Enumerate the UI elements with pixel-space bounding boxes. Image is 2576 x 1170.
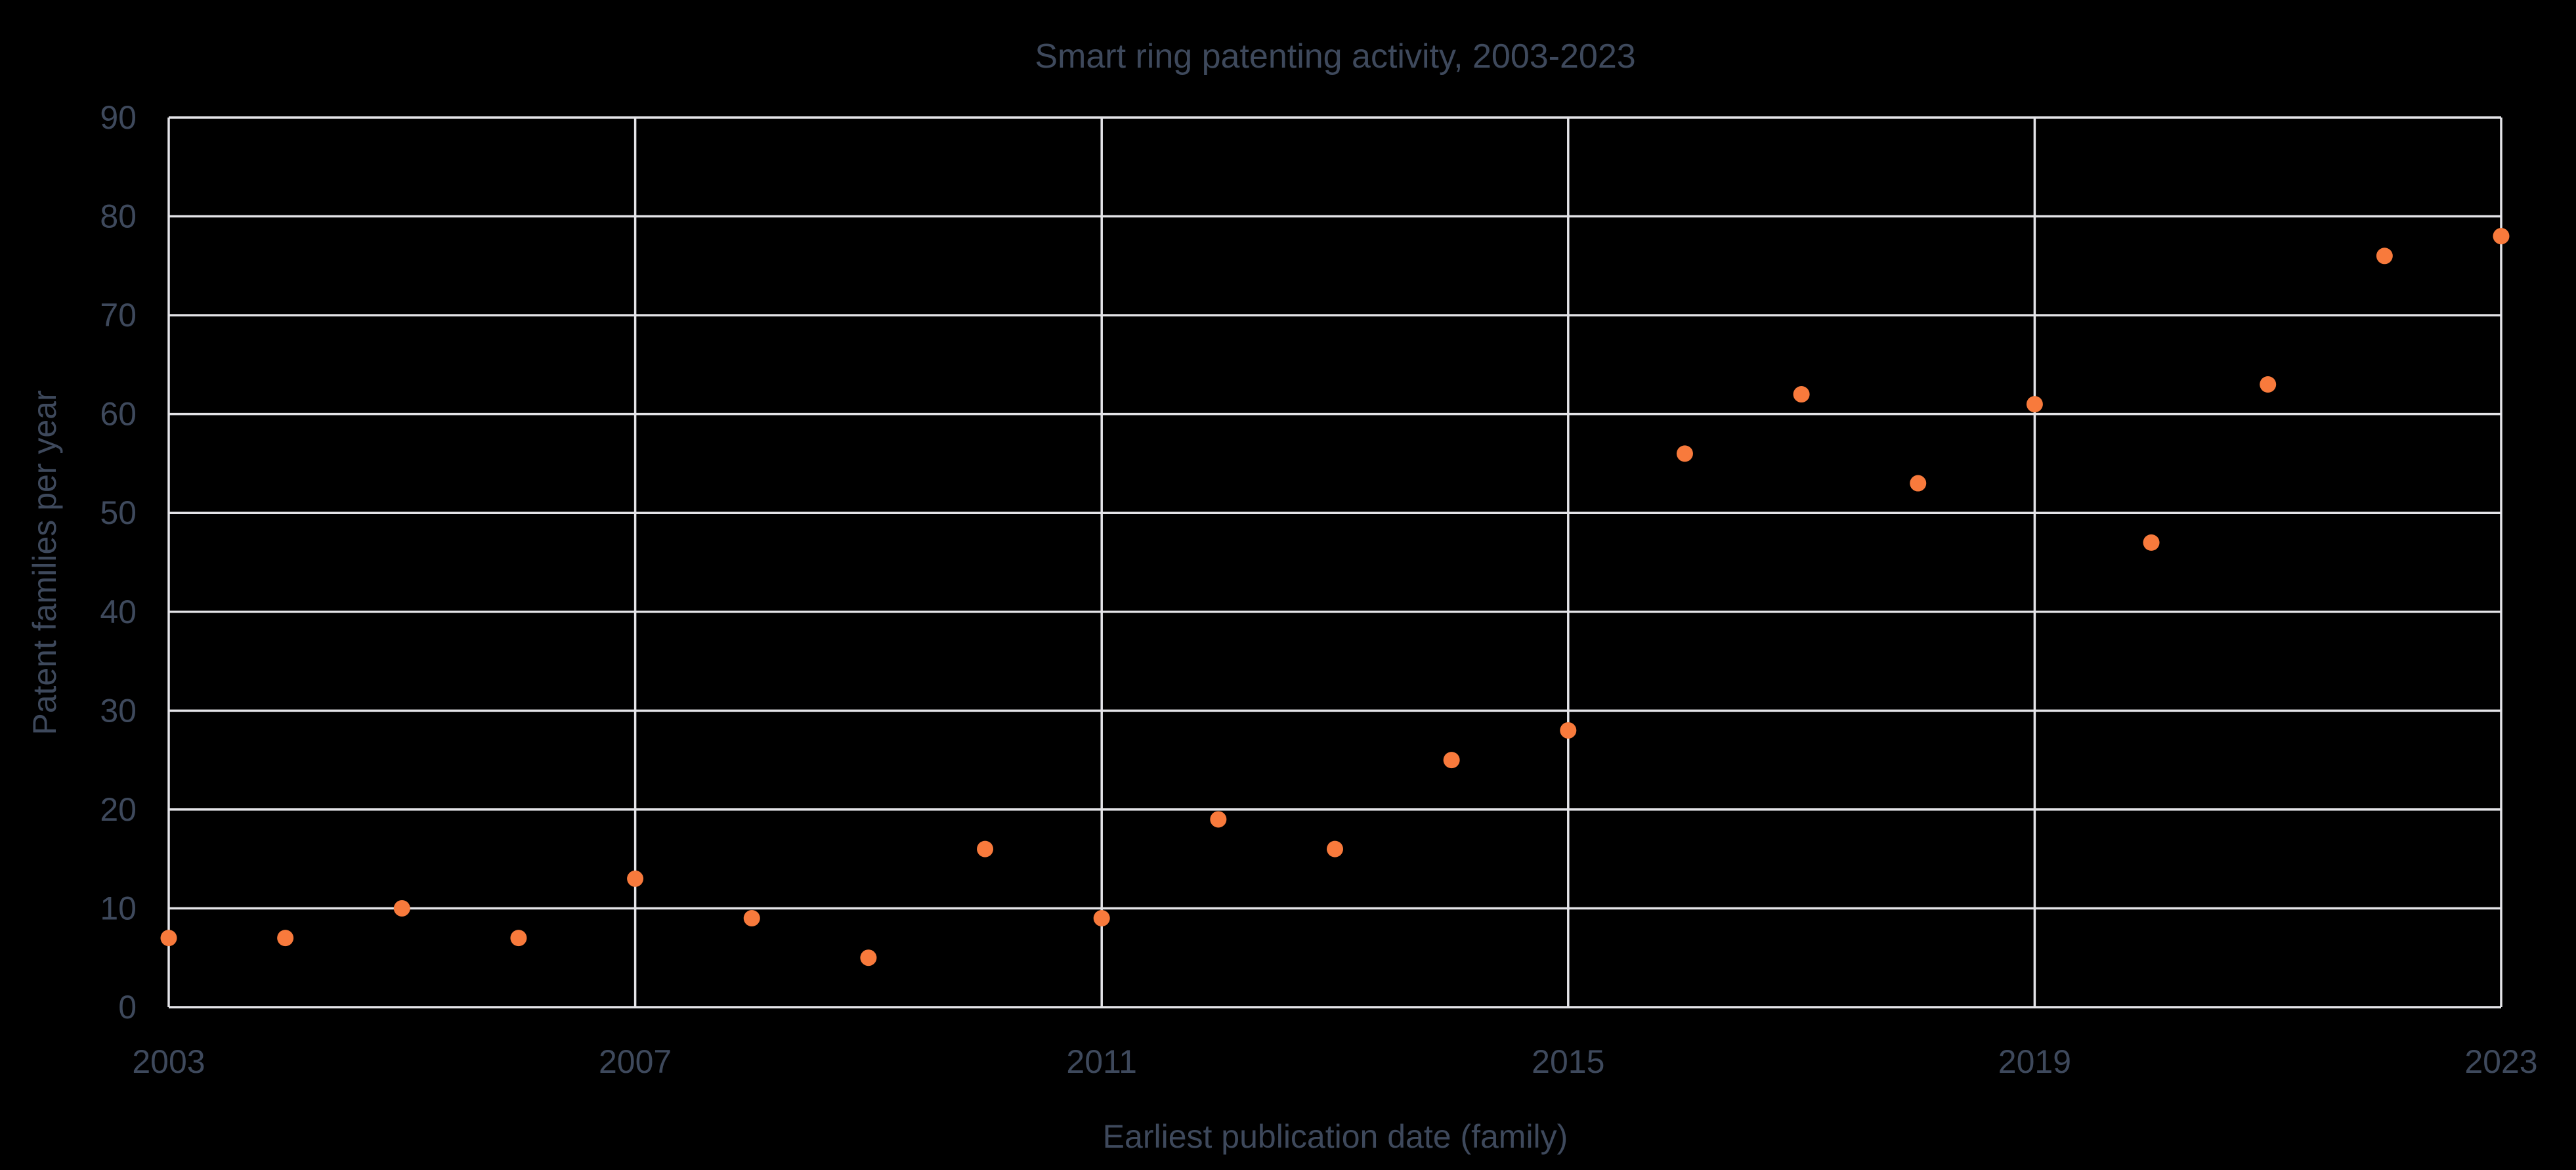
data-point[interactable] <box>2143 534 2160 551</box>
y-tick-label: 90 <box>100 99 137 136</box>
y-axis-tick-labels: 0 10 20 30 40 50 60 70 80 90 <box>100 99 137 1026</box>
x-axis-title: Earliest publication date (family) <box>1103 1118 1568 1155</box>
data-point[interactable] <box>2493 228 2510 245</box>
data-point[interactable] <box>1910 475 1927 492</box>
y-tick-label: 0 <box>118 989 137 1026</box>
x-axis-tick-labels: 2003 2007 2011 2015 2019 2023 <box>132 1043 2537 1080</box>
data-point[interactable] <box>160 930 177 947</box>
y-tick-label: 50 <box>100 494 137 531</box>
data-point[interactable] <box>1560 722 1577 739</box>
y-axis-title: Patent families per year <box>26 390 63 735</box>
vertical-gridlines <box>167 118 2502 1007</box>
data-point[interactable] <box>393 899 410 917</box>
data-point[interactable] <box>2026 396 2043 413</box>
data-point[interactable] <box>277 930 294 947</box>
y-tick-label: 30 <box>100 692 137 729</box>
data-point[interactable] <box>977 840 994 857</box>
chart-title: Smart ring patenting activity, 2003-2023 <box>1035 37 1635 76</box>
data-point[interactable] <box>627 870 644 887</box>
x-tick-label: 2023 <box>2464 1043 2537 1080</box>
y-tick-label: 60 <box>100 396 137 433</box>
x-tick-label: 2007 <box>599 1043 672 1080</box>
data-point[interactable] <box>2260 376 2277 393</box>
y-tick-label: 40 <box>100 594 137 630</box>
data-point[interactable] <box>1443 752 1460 769</box>
data-point[interactable] <box>1093 910 1110 926</box>
data-point[interactable] <box>1327 840 1343 857</box>
data-point[interactable] <box>743 910 760 926</box>
data-point[interactable] <box>510 930 527 947</box>
data-point[interactable] <box>2376 248 2393 265</box>
data-point[interactable] <box>1793 386 1810 403</box>
data-points <box>160 228 2510 966</box>
x-tick-label: 2015 <box>1532 1043 1604 1080</box>
y-tick-label: 20 <box>100 791 137 828</box>
data-point[interactable] <box>860 949 877 966</box>
y-tick-label: 10 <box>100 890 137 926</box>
x-tick-label: 2019 <box>1998 1043 2071 1080</box>
data-point[interactable] <box>1676 445 1693 462</box>
data-point[interactable] <box>1210 811 1227 828</box>
x-tick-label: 2003 <box>132 1043 205 1080</box>
y-tick-label: 70 <box>100 297 137 334</box>
horizontal-gridlines <box>169 116 2501 1008</box>
x-tick-label: 2011 <box>1066 1043 1137 1080</box>
y-tick-label: 80 <box>100 198 137 235</box>
